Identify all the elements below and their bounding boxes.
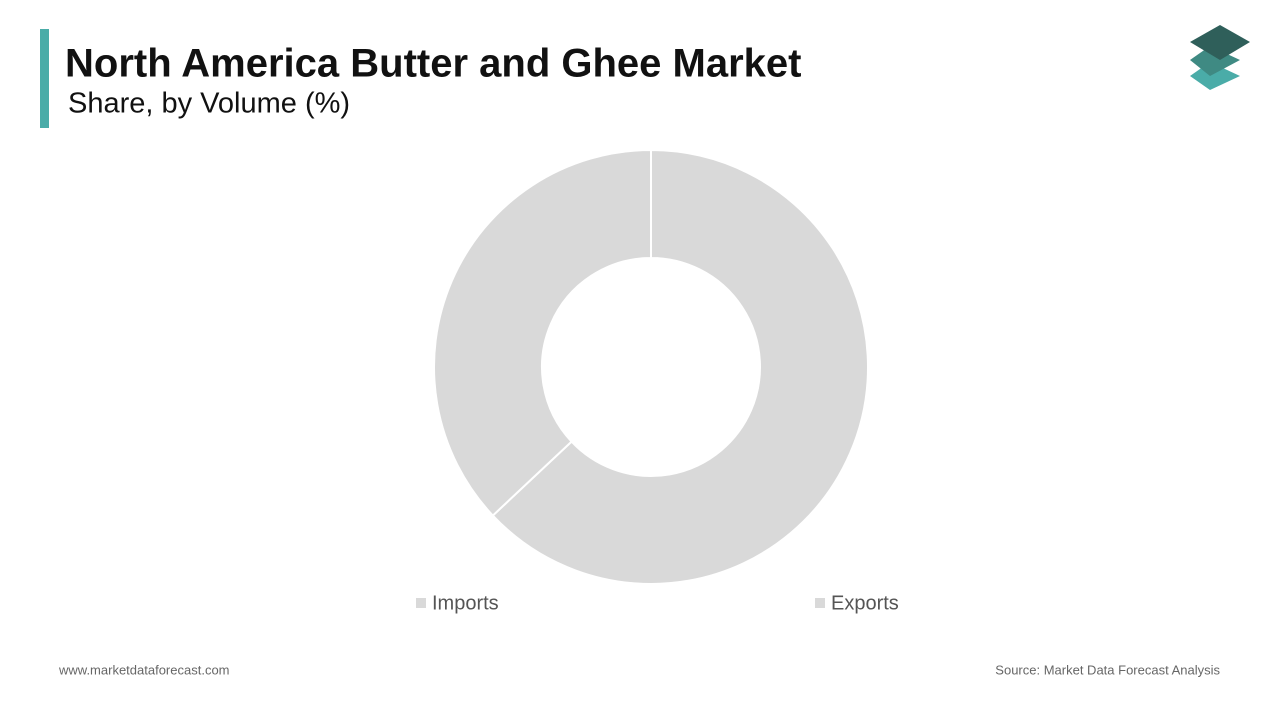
donut-slice	[433, 148, 652, 517]
chart-subtitle: Share, by Volume (%)	[68, 88, 350, 120]
legend-swatch	[416, 598, 426, 608]
legend-label: Exports	[831, 592, 899, 614]
logo	[1190, 25, 1250, 90]
website: www.marketdataforecast.com	[58, 662, 230, 677]
donut-slice	[491, 148, 869, 585]
chart-title: North America Butter and Ghee Market	[65, 42, 801, 86]
title-accent	[40, 29, 49, 128]
legend-label: Imports	[432, 592, 499, 614]
source: Source: Market Data Forecast Analysis	[995, 662, 1220, 677]
legend-swatch	[815, 598, 825, 608]
